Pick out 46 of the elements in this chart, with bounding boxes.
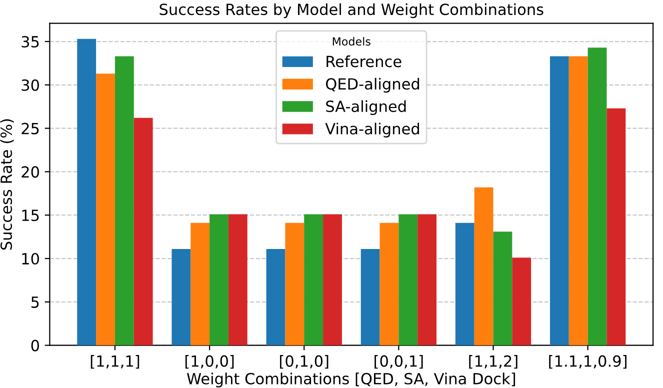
bar bbox=[190, 222, 210, 346]
y-tick-label: 5 bbox=[31, 296, 39, 308]
bar bbox=[568, 56, 588, 346]
bar bbox=[134, 118, 153, 346]
bar bbox=[228, 214, 248, 346]
bar bbox=[474, 187, 494, 346]
bar bbox=[304, 214, 324, 346]
bar bbox=[455, 222, 474, 346]
y-axis-title: Success Rate (%) bbox=[0, 119, 14, 250]
legend-label: Reference bbox=[326, 55, 402, 68]
bar bbox=[550, 56, 569, 346]
bar bbox=[285, 222, 304, 346]
bar bbox=[360, 248, 380, 346]
x-tick-label: [1,1,2] bbox=[469, 355, 518, 369]
y-tick-label: 25 bbox=[22, 122, 39, 134]
bar bbox=[77, 38, 96, 346]
x-tick-label: [1,1,1] bbox=[90, 355, 140, 369]
y-tick-label: 35 bbox=[22, 36, 39, 48]
legend-label: QED-aligned bbox=[326, 78, 420, 93]
legend-title: Models bbox=[332, 37, 370, 46]
y-tick-label: 30 bbox=[22, 79, 39, 91]
y-tick-label: 0 bbox=[31, 340, 39, 352]
x-tick-label: [1.1,1,0.9] bbox=[549, 355, 626, 369]
bar bbox=[398, 214, 418, 346]
bar bbox=[172, 248, 191, 346]
y-tick-label: 15 bbox=[22, 210, 39, 222]
bar bbox=[210, 214, 228, 346]
bar bbox=[588, 48, 607, 346]
bar bbox=[114, 56, 134, 346]
bar bbox=[323, 214, 342, 346]
x-tick-label: [0,0,1] bbox=[374, 355, 423, 369]
bar bbox=[493, 232, 512, 346]
bar bbox=[96, 74, 115, 346]
bar bbox=[606, 108, 626, 346]
y-tick-label: 10 bbox=[22, 252, 39, 265]
bar bbox=[266, 248, 286, 346]
x-tick-label: [1,0,0] bbox=[185, 355, 234, 369]
legend-label: Vina-aligned bbox=[325, 122, 419, 138]
chart-title: Success Rates by Model and Weight Combinations bbox=[160, 3, 544, 18]
bar bbox=[380, 222, 399, 346]
x-tick-label: [0,1,0] bbox=[280, 355, 328, 369]
bar bbox=[512, 258, 532, 346]
legend-label: SA-aligned bbox=[326, 100, 406, 116]
x-axis-title: Weight Combinations [QED, SA, Vina Dock] bbox=[186, 372, 516, 388]
y-tick-label: 20 bbox=[22, 166, 39, 178]
bar bbox=[418, 214, 436, 346]
